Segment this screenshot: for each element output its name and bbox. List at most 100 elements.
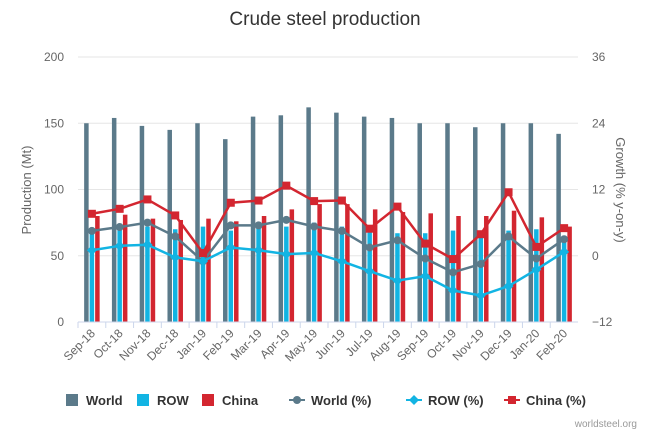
bar-world [361, 116, 367, 322]
world-growth-point [532, 254, 541, 263]
world-growth-point [365, 243, 374, 252]
bar-row [117, 226, 122, 322]
row-growth-point [559, 246, 570, 257]
x-tick-label: Jun-19 [312, 326, 348, 362]
bar-world [167, 129, 172, 322]
world-growth-point [337, 226, 346, 235]
legend-label: ROW (%) [428, 393, 484, 408]
bar-row [228, 230, 234, 322]
row-growth-point [309, 247, 320, 258]
y2-tick-label: 0 [592, 249, 599, 263]
row-growth-point [198, 256, 208, 267]
bar-china [511, 210, 517, 322]
legend-marker [293, 396, 301, 404]
row-growth-line [91, 243, 565, 297]
bar-china [428, 213, 433, 322]
bar-china [122, 214, 128, 322]
y-tick-label: 150 [44, 116, 64, 130]
china-growth-point [87, 209, 96, 218]
row-growth-point [336, 256, 347, 267]
legend-label: China [222, 393, 259, 408]
legend-swatch [137, 394, 149, 406]
row-growth-point [170, 252, 181, 263]
row-growth-point [225, 242, 236, 253]
bar-china [150, 218, 156, 322]
bar-row [256, 222, 261, 322]
legend-marker [409, 395, 419, 405]
bar-world [473, 127, 478, 322]
bars [84, 107, 572, 323]
bar-world [278, 115, 284, 322]
world-growth-point [476, 260, 485, 269]
bar-world [111, 117, 117, 322]
legend-item[interactable]: ROW (%) [406, 393, 484, 408]
bar-row [367, 231, 372, 322]
x-tick-label: Sep-19 [394, 326, 431, 363]
y-tick-label: 100 [44, 183, 64, 197]
legend[interactable]: World ROW China World (%) ROW (%) China (%) [66, 393, 586, 408]
legend-label: World (%) [311, 393, 371, 408]
legend-item[interactable]: China (%) [504, 393, 586, 408]
world-growth-point [87, 226, 96, 235]
legend-label: China (%) [526, 393, 586, 408]
bar-row [478, 233, 484, 322]
bar-china [400, 212, 406, 322]
bar-china [567, 226, 572, 322]
y-tick-label: 50 [51, 249, 65, 263]
chart-title: Crude steel production [229, 9, 420, 30]
world-growth-point [449, 268, 457, 277]
bar-china [234, 221, 239, 322]
row-growth-point [281, 249, 292, 260]
china-growth-point [421, 239, 430, 248]
bar-world [445, 123, 450, 322]
bar-world [528, 123, 534, 322]
growth-lines [86, 181, 570, 301]
bar-world [417, 123, 422, 322]
row-growth-point [86, 245, 97, 256]
bar-world [195, 123, 200, 322]
y2-tick-label: 36 [592, 50, 606, 64]
china-growth-point [365, 224, 374, 233]
china-growth-point [310, 197, 319, 206]
bar-row [506, 230, 511, 322]
bar-china [206, 218, 211, 322]
legend-item[interactable]: World (%) [289, 393, 371, 408]
bar-row [172, 229, 178, 322]
world-growth-point [421, 254, 430, 263]
bar-world [306, 107, 311, 322]
y2-axis-label: Growth (% y-on-y) [613, 137, 628, 242]
china-growth-point [393, 202, 402, 211]
x-axis: Sep-18Oct-18Nov-18Dec-18Jan-19Feb-19Mar-… [61, 321, 578, 364]
world-growth-point [504, 232, 513, 241]
legend-item[interactable]: World [66, 393, 123, 408]
bar-china [317, 204, 322, 322]
y-tick-label: 200 [44, 50, 64, 64]
bar-world [500, 123, 506, 322]
x-tick-label: Mar-19 [228, 326, 265, 363]
world-growth-point [143, 218, 152, 227]
china-growth-point [476, 230, 485, 239]
china-growth-point [282, 181, 291, 190]
bar-row [339, 226, 345, 322]
y-tick-label: 0 [57, 315, 64, 329]
china-growth-point [115, 204, 124, 213]
bar-china [289, 209, 295, 322]
legend-item[interactable]: ROW [137, 393, 190, 408]
credit-text[interactable]: worldsteel.org [574, 419, 637, 430]
y2-tick-label: 24 [592, 116, 606, 130]
bar-row [311, 222, 317, 322]
row-growth-point [392, 275, 403, 286]
china-growth-point [560, 224, 569, 233]
world-growth-point [254, 221, 263, 230]
row-growth-point [364, 266, 375, 277]
china-growth-line [91, 184, 565, 261]
bar-china [261, 216, 267, 322]
row-growth-point [114, 240, 125, 251]
bar-world [84, 123, 89, 322]
y-axis-left: 0 50 100 150 200 [44, 50, 64, 329]
legend-item[interactable]: China [202, 393, 259, 408]
x-tick-label: Dec-19 [477, 326, 514, 363]
x-tick-label: Dec-18 [144, 326, 181, 363]
row-growth-point [531, 264, 542, 275]
